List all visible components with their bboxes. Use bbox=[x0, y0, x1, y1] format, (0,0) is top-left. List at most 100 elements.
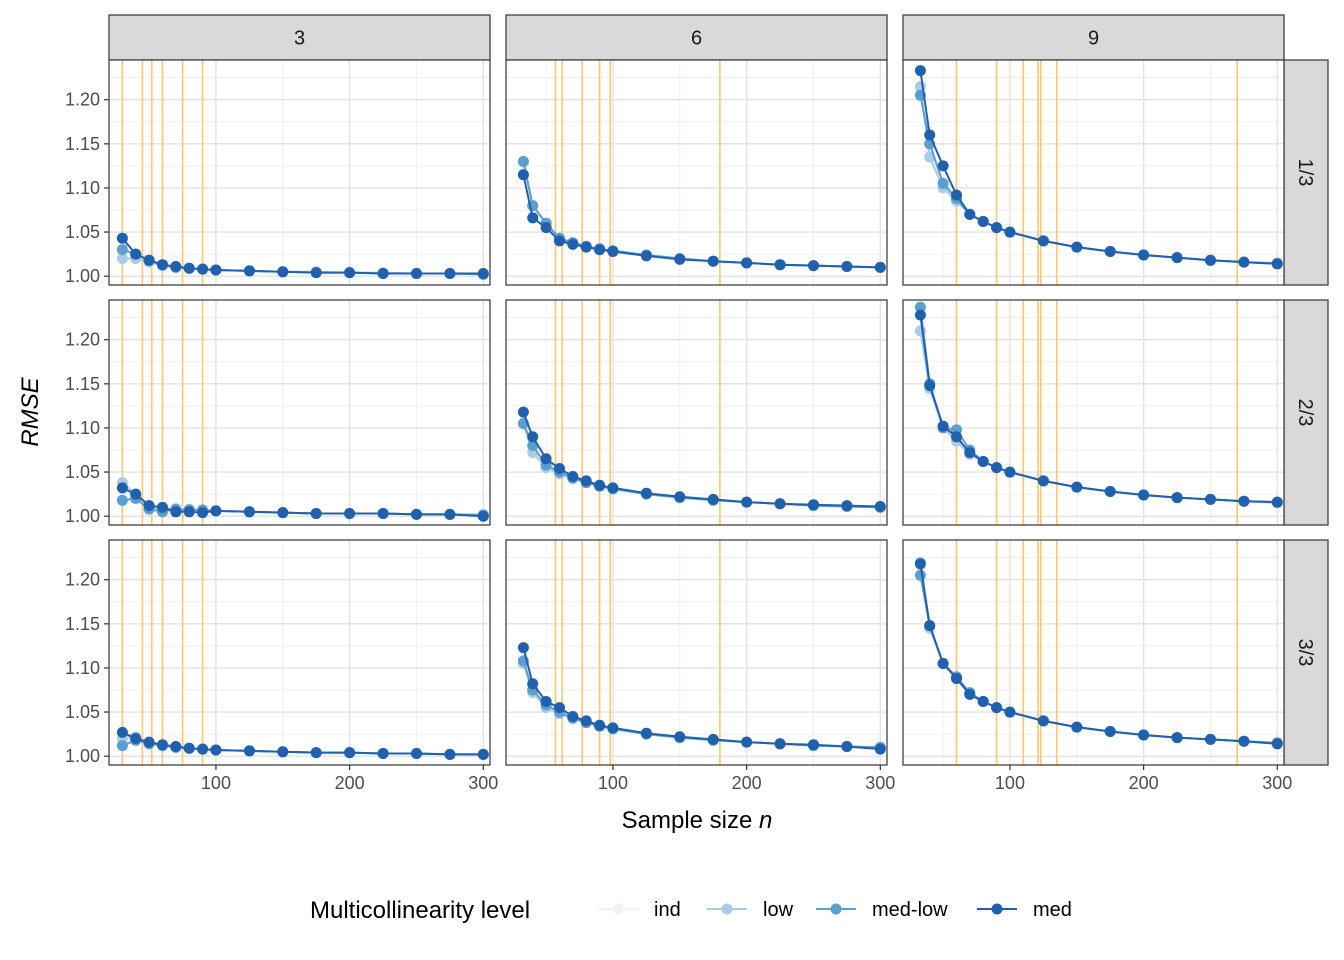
data-point-med-low bbox=[937, 178, 949, 189]
data-point-med bbox=[937, 658, 949, 669]
data-point-med bbox=[540, 696, 552, 707]
data-point-med bbox=[130, 488, 142, 500]
data-point-med bbox=[183, 742, 195, 754]
col-strip-label-3: 9 bbox=[1088, 28, 1099, 50]
data-point-med bbox=[143, 254, 155, 266]
panel-background bbox=[903, 60, 1284, 285]
y-tick-label: 1.10 bbox=[65, 658, 100, 678]
col-strip-3 bbox=[902, 14, 1285, 61]
legend-key-point-ind bbox=[612, 903, 624, 915]
data-point-med bbox=[243, 265, 255, 277]
panel-border bbox=[902, 299, 1285, 526]
data-point-med bbox=[1004, 706, 1016, 718]
data-point-med bbox=[674, 731, 686, 743]
data-point-med bbox=[977, 216, 989, 227]
data-point-med bbox=[707, 255, 719, 267]
data-point-med bbox=[1271, 496, 1283, 508]
panel-border bbox=[902, 59, 1285, 286]
data-point-med bbox=[1004, 466, 1016, 478]
panel-plot-area bbox=[903, 300, 1284, 525]
series-line-med bbox=[121, 486, 484, 518]
legend-title: Multicollinearity level bbox=[310, 897, 530, 924]
data-point-med bbox=[594, 479, 606, 491]
data-point-med bbox=[951, 673, 962, 684]
row-strip-label-1: 1/3 bbox=[1294, 159, 1316, 187]
panel-r2-c2 bbox=[505, 299, 888, 526]
data-point-med bbox=[874, 261, 886, 273]
data-point-med bbox=[774, 259, 786, 271]
data-point-med bbox=[808, 499, 819, 511]
data-point-med bbox=[554, 702, 565, 714]
data-point-med bbox=[183, 262, 195, 274]
data-point-med bbox=[1104, 726, 1116, 737]
data-point-med bbox=[1271, 738, 1283, 750]
data-point-med bbox=[444, 268, 456, 279]
data-point-med bbox=[1238, 735, 1250, 747]
data-point-med bbox=[310, 267, 322, 279]
data-point-med bbox=[707, 493, 719, 505]
data-point-med bbox=[964, 447, 976, 459]
data-point-med bbox=[924, 620, 936, 632]
data-point-med bbox=[183, 506, 195, 518]
data-point-med bbox=[411, 268, 422, 279]
y-tick-label: 1.00 bbox=[65, 746, 100, 766]
data-point-med bbox=[951, 431, 962, 443]
data-point-med bbox=[197, 743, 209, 755]
data-point-med bbox=[580, 715, 592, 727]
x-tick-label: 300 bbox=[1262, 773, 1292, 793]
panel-plot-area bbox=[903, 60, 1284, 285]
data-point-med bbox=[540, 222, 552, 234]
data-point-med bbox=[170, 506, 182, 518]
panel-background bbox=[109, 300, 490, 525]
data-point-med bbox=[1138, 729, 1150, 741]
series-line-med bbox=[919, 563, 1278, 745]
data-point-med bbox=[411, 748, 422, 759]
y-tick-label: 1.20 bbox=[65, 570, 100, 590]
col-strip-2 bbox=[505, 14, 888, 61]
data-point-med bbox=[1004, 226, 1016, 238]
data-point-med bbox=[594, 244, 606, 256]
panel-background bbox=[506, 60, 887, 285]
data-point-med bbox=[1037, 235, 1049, 247]
data-point-med bbox=[1037, 715, 1049, 727]
data-point-med bbox=[707, 733, 719, 745]
series-line-med bbox=[522, 411, 881, 508]
data-point-med bbox=[527, 678, 539, 690]
data-point-med bbox=[1238, 495, 1250, 507]
x-tick-label: 200 bbox=[1129, 773, 1159, 793]
data-point-med bbox=[554, 463, 565, 474]
data-point-med bbox=[567, 471, 579, 482]
data-point-med bbox=[477, 510, 489, 522]
data-point-med bbox=[914, 309, 926, 321]
x-axis-title-main: Sample size bbox=[622, 807, 759, 834]
data-point-med bbox=[517, 169, 529, 181]
y-tick-label: 1.05 bbox=[65, 462, 100, 482]
panel-plot-area bbox=[903, 540, 1284, 765]
data-point-med bbox=[527, 431, 539, 443]
data-point-med bbox=[1271, 258, 1283, 270]
data-point-med bbox=[277, 746, 289, 758]
data-point-med bbox=[130, 248, 142, 260]
data-point-med bbox=[170, 261, 182, 272]
x-tick-label: 100 bbox=[598, 773, 628, 793]
series-line-med bbox=[919, 314, 1278, 504]
data-point-med bbox=[741, 257, 753, 269]
data-point-med bbox=[580, 241, 592, 253]
data-point-med bbox=[377, 508, 389, 519]
data-point-med bbox=[243, 506, 255, 518]
data-point-med bbox=[1071, 241, 1083, 253]
y-tick-label: 1.10 bbox=[65, 418, 100, 438]
panel-r1-c3 bbox=[902, 59, 1285, 286]
y-tick-label: 1.00 bbox=[65, 266, 100, 286]
axes-layer: 1.00 1.05 1.10 1.15 1.20 1.00 1.05 1.10 1.15 1.20… bbox=[65, 90, 1292, 793]
row-strip-1 bbox=[1283, 59, 1329, 286]
panel-background bbox=[903, 300, 1284, 525]
series-line-med bbox=[522, 174, 881, 269]
data-point-med bbox=[1071, 721, 1083, 733]
data-point-med bbox=[741, 736, 753, 748]
panel-r2-c3 bbox=[902, 299, 1285, 526]
data-point-med bbox=[607, 246, 619, 257]
row-strip-label-2: 2/3 bbox=[1294, 399, 1316, 427]
x-tick-label: 300 bbox=[468, 773, 498, 793]
data-point-med bbox=[607, 482, 619, 494]
